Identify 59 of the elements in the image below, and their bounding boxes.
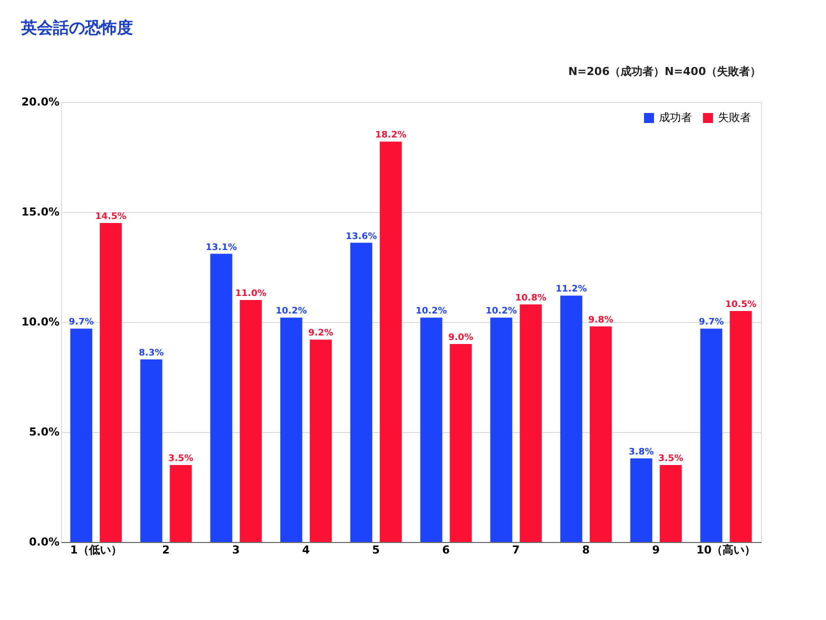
x-tick-label: 1（低い） [70,544,122,556]
bar [490,318,512,542]
bar [630,458,652,542]
data-label: 10.5% [725,300,756,310]
data-label: 9.8% [588,315,614,326]
data-label: 13.1% [206,242,237,253]
y-tick-label: 20.0% [21,96,60,108]
x-tick-label: 6 [442,544,450,556]
data-label: 8.3% [138,348,164,358]
data-label: 10.8% [515,293,546,304]
data-label: 10.2% [276,306,307,317]
bar [170,465,192,542]
data-label: 3.5% [658,454,684,464]
chart-subtitle: N=206（成功者）N=400（失敗者） [568,65,761,78]
x-tick-label: 7 [512,544,520,556]
data-label: 9.7% [68,318,94,328]
bar [100,223,122,542]
data-label: 11.2% [556,284,587,295]
bar [700,328,722,542]
bar [560,296,582,542]
y-tick-label: 15.0% [21,206,60,218]
bar [450,344,472,542]
data-label: 9.7% [698,318,724,328]
x-tick-label: 2 [162,544,170,556]
data-label: 10.2% [486,306,517,317]
data-label: 3.8% [628,447,654,458]
bar [420,318,442,542]
bar [350,242,372,542]
data-label: 18.2% [375,130,406,141]
bar [660,465,682,542]
bar [140,359,162,542]
data-label: 14.5% [95,212,126,222]
y-tick-label: 0.0% [28,536,60,548]
chart-title: 英会話の恐怖度 [20,18,133,37]
x-tick-label: 10（高い） [696,544,756,556]
x-tick-label: 9 [652,544,660,556]
data-label: 9.2% [308,328,334,339]
legend-label: 成功者 [659,111,692,124]
bar [280,318,302,542]
x-tick-label: 8 [582,544,590,556]
bar [210,254,232,542]
x-tick-label: 3 [232,544,240,556]
bar [240,300,262,542]
bar [730,311,752,542]
y-tick-label: 5.0% [28,426,60,438]
x-tick-label: 4 [302,544,310,556]
bar [520,304,542,542]
bar [380,142,402,542]
data-label: 3.5% [168,454,194,464]
bar [70,328,92,542]
bar [590,326,612,542]
y-tick-label: 10.0% [21,316,60,328]
bar [310,340,332,542]
data-label: 11.0% [235,289,266,299]
x-tick-label: 5 [372,544,380,556]
data-label: 13.6% [346,232,377,242]
data-label: 10.2% [416,306,447,317]
data-label: 9.0% [448,333,474,343]
legend-label: 失敗者 [718,111,751,124]
